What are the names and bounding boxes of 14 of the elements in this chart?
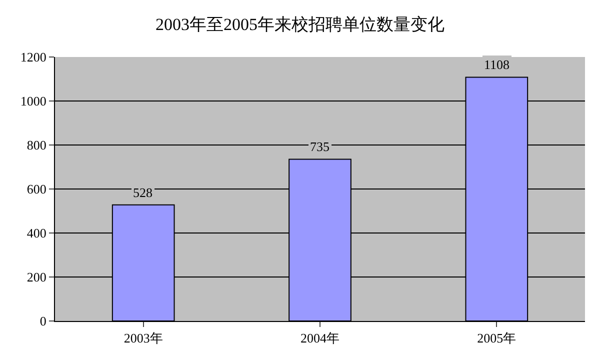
data-label: 1108 <box>484 57 510 72</box>
chart-title: 2003年至2005年来校招聘单位数量变化 <box>156 14 444 34</box>
y-tick-label: 600 <box>26 182 46 197</box>
x-tick-label: 2004年 <box>300 330 340 346</box>
x-tick-label: 2005年 <box>477 330 516 346</box>
y-tick-label: 1000 <box>20 94 46 109</box>
y-tick-label: 800 <box>26 138 46 153</box>
y-tick-label: 200 <box>26 270 46 285</box>
data-label: 528 <box>133 185 152 200</box>
y-tick-label: 0 <box>40 314 46 329</box>
x-tick-label: 2003年 <box>124 330 163 346</box>
y-tick-label: 400 <box>26 226 46 241</box>
y-tick-label: 1200 <box>20 50 46 65</box>
data-label: 735 <box>310 139 330 154</box>
